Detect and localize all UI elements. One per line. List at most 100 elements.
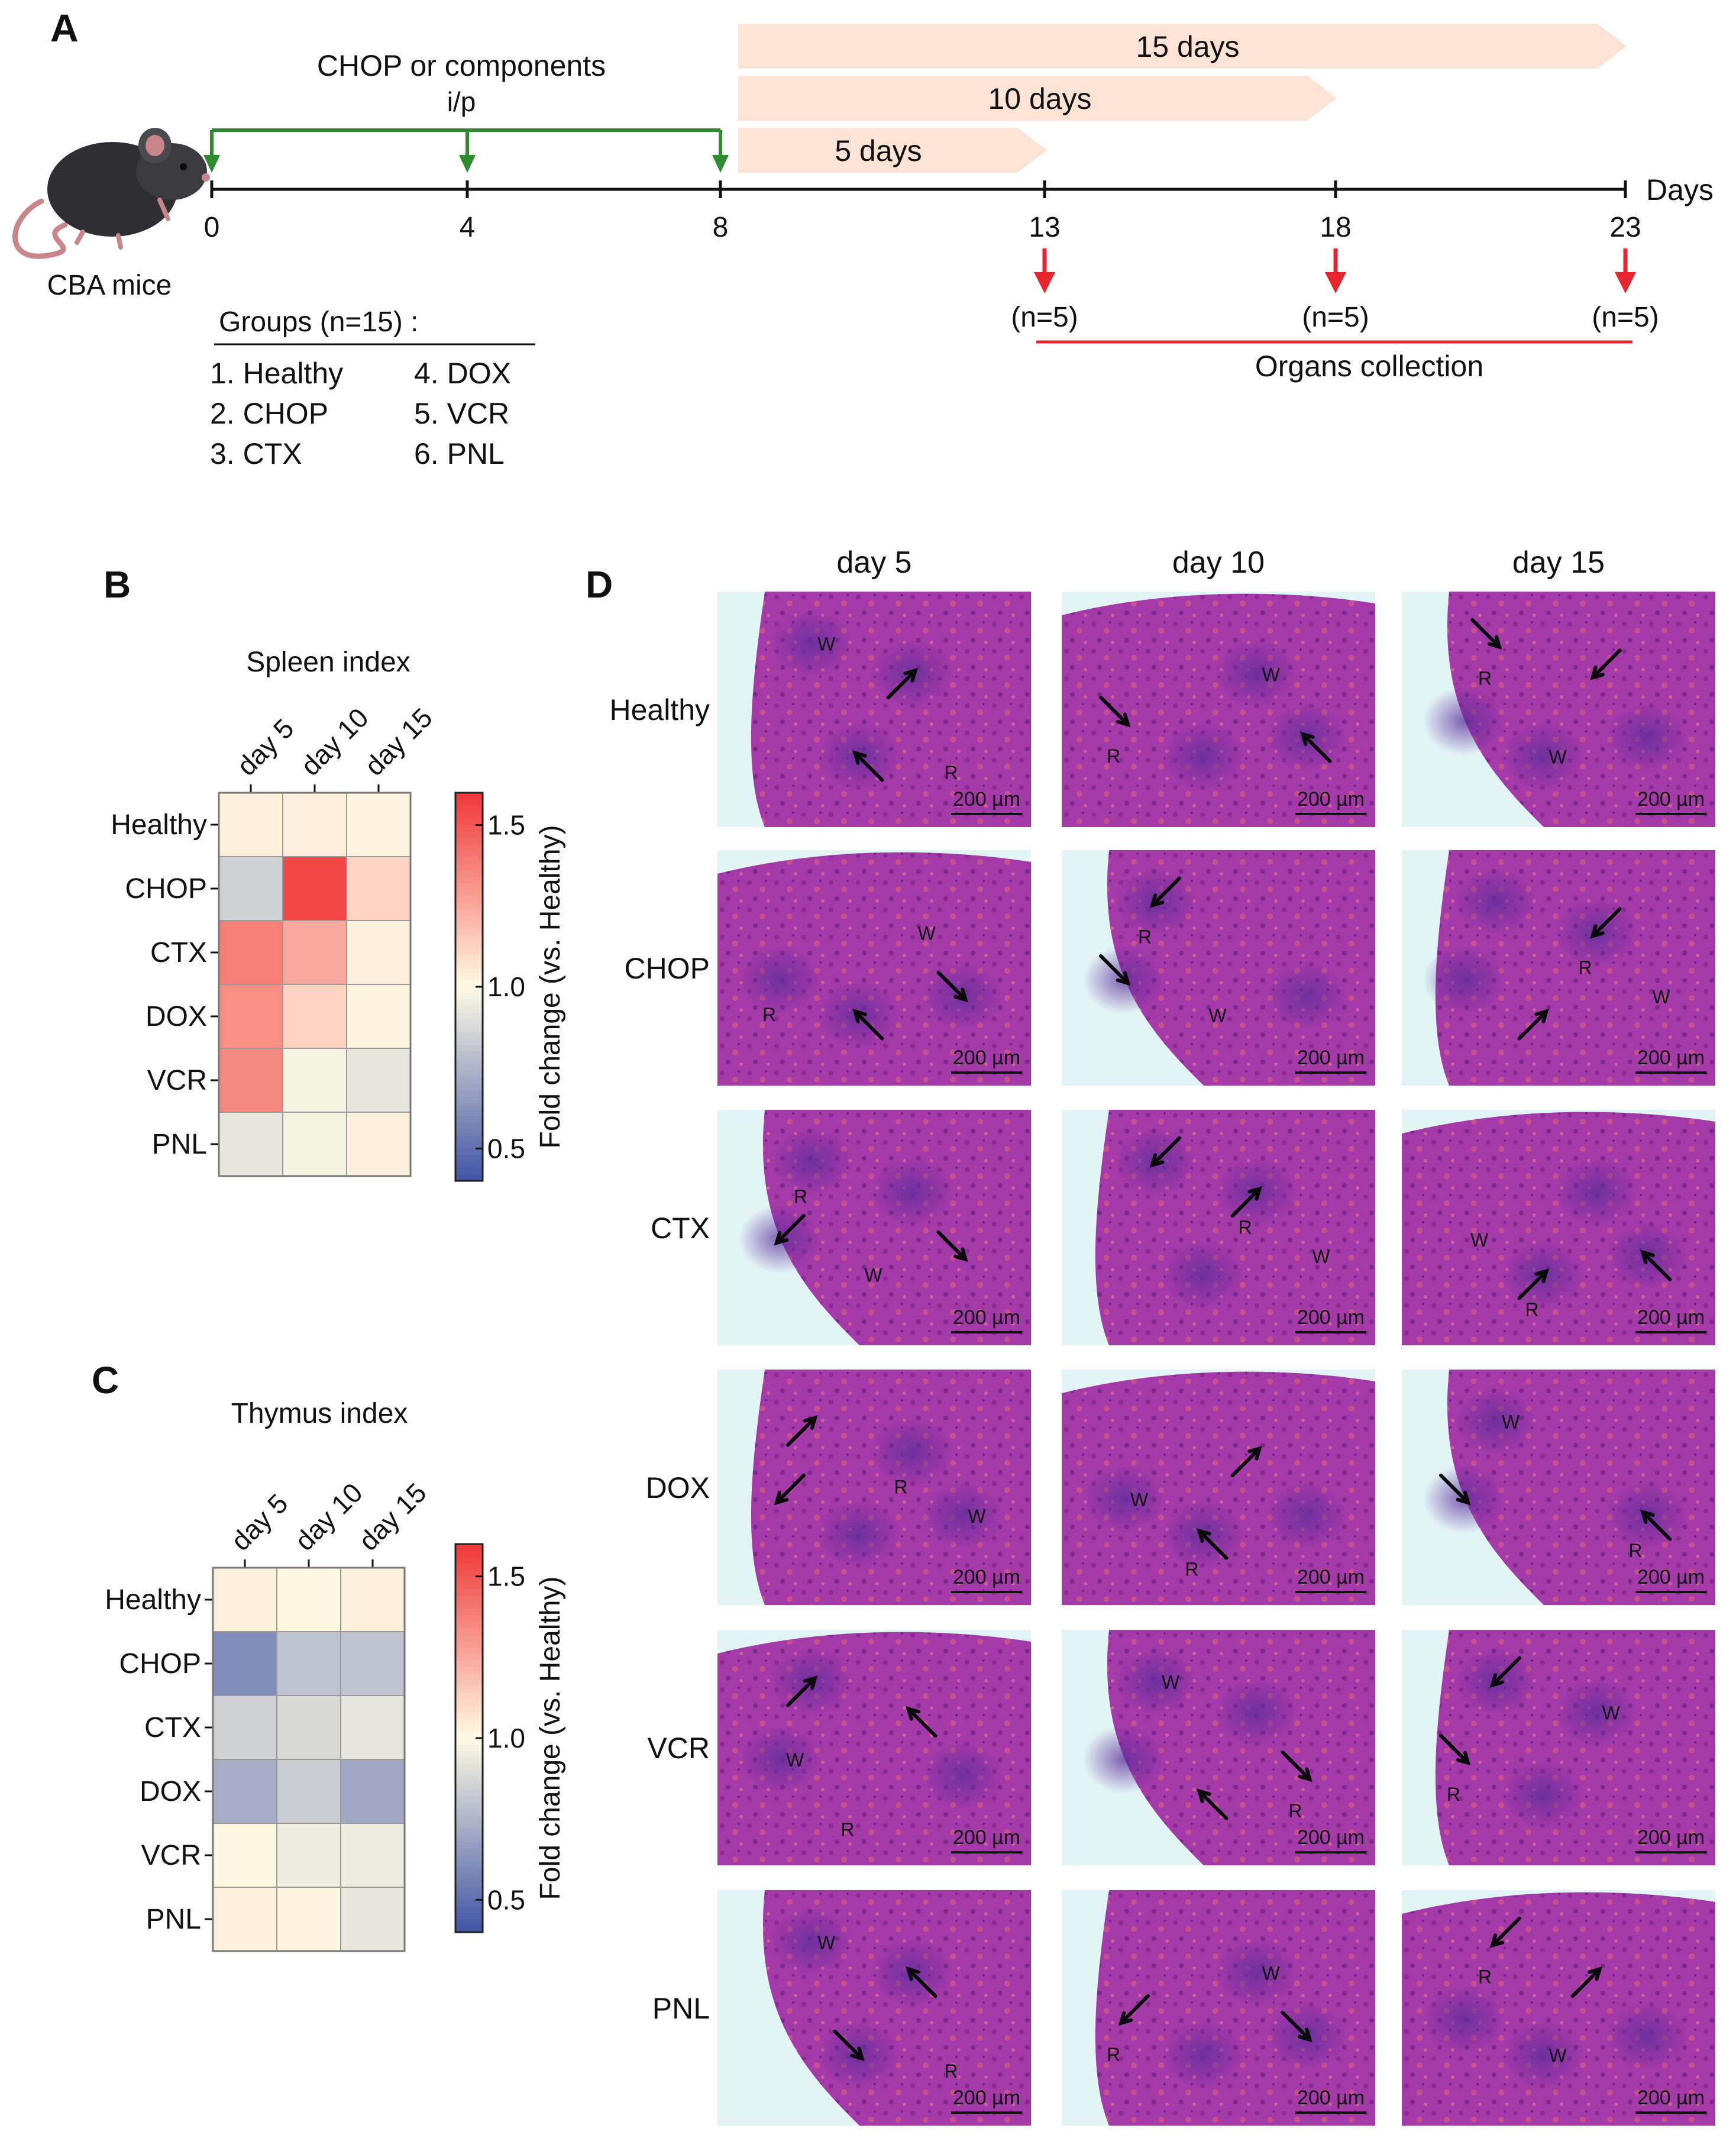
colorbar-step — [455, 974, 483, 981]
group-6: 6. PNL — [414, 437, 505, 470]
group-2: 2. CHOP — [210, 397, 328, 430]
y-tick-label: VCR — [147, 1065, 207, 1096]
colorbar-step — [455, 1725, 483, 1733]
white-pulp-region — [770, 1127, 853, 1196]
colorbar-step — [455, 818, 483, 826]
micrograph: W R 200 µm — [1402, 592, 1715, 827]
row-label: PNL — [652, 1992, 710, 2025]
group-4: 4. DOX — [414, 357, 511, 390]
micrograph-grid: Healthy W R 200 µm W R 200 µm W R 200 µm CHOP W R 200… — [609, 545, 1715, 2126]
colorbar-step — [455, 1129, 483, 1136]
panel-c-label: C — [92, 1359, 119, 1401]
white-pulp-region — [1554, 1678, 1638, 1747]
white-pulp-label: W — [1209, 1005, 1227, 1026]
colorbar-step — [455, 1693, 483, 1700]
groups-title: Groups (n=15) : — [219, 306, 419, 338]
white-pulp-region — [770, 1907, 853, 1977]
red-pulp-label: R — [762, 1004, 776, 1025]
tick-23: 23 — [1609, 212, 1641, 243]
scale-bar-label: 200 µm — [1637, 1566, 1705, 1588]
row-label: CTX — [651, 1212, 710, 1245]
colorbar-step — [455, 1880, 483, 1888]
colorbar-step — [455, 799, 483, 806]
colorbar-step — [455, 1168, 483, 1176]
micrograph: W R 200 µm — [717, 850, 1031, 1086]
colorbar-step — [455, 1096, 483, 1104]
panel-c: C — [92, 1359, 119, 1401]
colorbar-step — [455, 825, 483, 832]
colorbar-step — [455, 1667, 483, 1674]
micrograph: W R 200 µm — [1402, 1890, 1715, 2126]
y-tick-label: Healthy — [105, 1584, 201, 1616]
white-pulp-region — [1423, 686, 1506, 755]
injection-arrow-day-8 — [712, 155, 729, 173]
colorbar-step — [455, 1770, 483, 1778]
colorbar-step — [455, 935, 483, 942]
scale-bar-label: 200 µm — [953, 1306, 1020, 1329]
colorbar-step — [455, 1570, 483, 1577]
colorbar-step — [455, 1893, 483, 1901]
white-pulp-region — [1161, 722, 1244, 791]
colorbar-tick-label: 0.5 — [487, 1133, 525, 1164]
heatmap-cell — [346, 984, 411, 1049]
injection-label: CHOP or components — [317, 49, 606, 82]
red-pulp-label: R — [1107, 745, 1120, 767]
arrow-icon — [1517, 1009, 1549, 1041]
heatmap-cell — [276, 1695, 341, 1760]
colorbar-step — [455, 1861, 483, 1868]
heatmap-cell — [340, 1823, 405, 1888]
white-pulp-label: W — [1312, 1246, 1330, 1267]
micrograph: W R 200 µm — [1402, 1630, 1715, 1865]
red-pulp-label: R — [841, 1819, 855, 1840]
colorbar-step — [455, 1045, 483, 1052]
tick-8: 8 — [713, 212, 729, 243]
row-label: Healthy — [609, 693, 710, 726]
x-tick-label: day 15 — [358, 702, 438, 781]
white-pulp-label: W — [1652, 986, 1670, 1007]
white-pulp-label: W — [1162, 1672, 1180, 1693]
micrograph: W R 200 µm — [1402, 1110, 1715, 1345]
colorbar-step — [455, 838, 483, 845]
colorbar-step — [455, 877, 483, 884]
injection-arrow-day-4 — [459, 155, 476, 173]
arrow-icon — [1281, 2010, 1312, 2043]
arrow-icon — [1149, 1136, 1181, 1168]
colorbar-step — [455, 1576, 483, 1584]
micrograph: W R 200 µm — [1062, 1630, 1375, 1865]
group-1: 1. Healthy — [210, 357, 343, 390]
colorbar-step — [455, 1012, 483, 1020]
colorbar-step — [455, 1790, 483, 1797]
scale-bar-label: 200 µm — [1297, 1306, 1365, 1329]
colorbar-step — [455, 1647, 483, 1655]
arrow-icon — [1099, 695, 1131, 728]
white-pulp-label: W — [1262, 1962, 1281, 1984]
colorbar-step — [455, 1719, 483, 1726]
white-pulp-label: W — [817, 634, 836, 655]
arrow-icon — [833, 2029, 865, 2062]
scale-bar-label: 200 µm — [1297, 788, 1365, 810]
column-label: day 10 — [1172, 545, 1265, 580]
arrow-icon — [1230, 1186, 1263, 1218]
colorbar-step — [455, 1926, 483, 1933]
scale-bar-label: 200 µm — [1637, 1306, 1705, 1329]
tick-4: 4 — [460, 212, 476, 243]
heatmap-cell — [218, 1048, 283, 1113]
colorbar-step — [455, 831, 483, 839]
heatmap-frame — [212, 1567, 406, 1952]
heatmap-cell — [346, 856, 411, 921]
white-pulp-region — [870, 1158, 953, 1227]
panel-a-label: A — [50, 6, 79, 50]
duration-label-15: 15 days — [1136, 30, 1239, 63]
colorbar-tick-label: 1.5 — [487, 1561, 525, 1592]
colorbar-step — [455, 812, 483, 819]
scale-bar-label: 200 µm — [1637, 1826, 1705, 1849]
colorbar-step — [455, 987, 483, 994]
colorbar-step — [455, 1155, 483, 1162]
colorbar-step — [455, 1654, 483, 1661]
colorbar-tick-label: 1.0 — [487, 971, 525, 1002]
colorbar-step — [455, 1174, 483, 1181]
colorbar-step — [455, 1161, 483, 1169]
collection-count-23: (n=5) — [1592, 302, 1659, 333]
